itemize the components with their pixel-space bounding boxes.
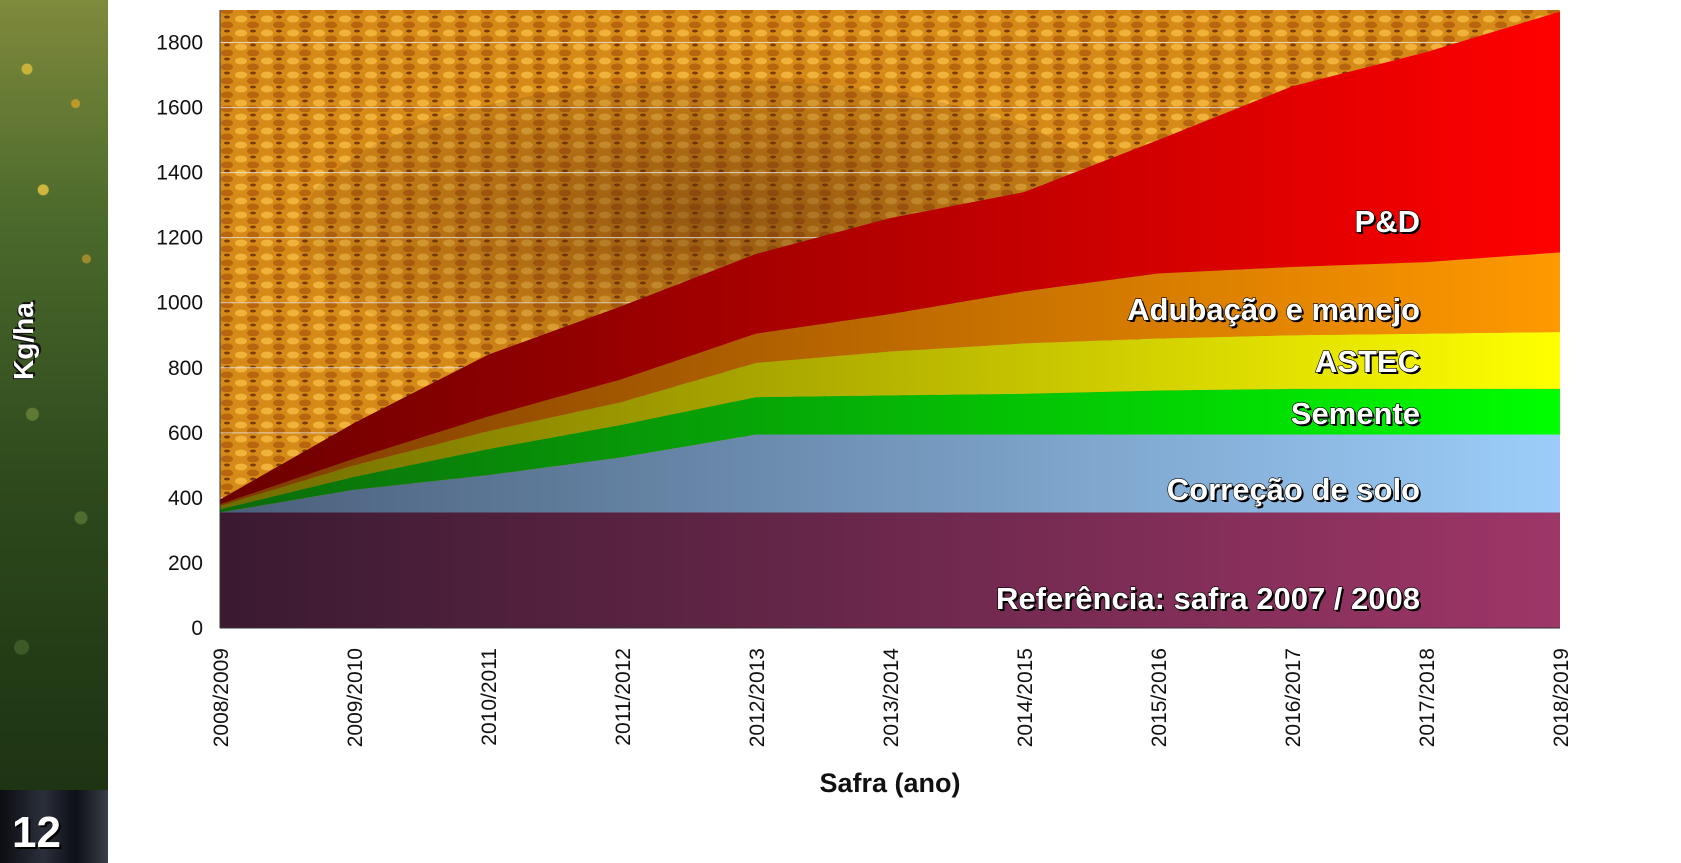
y-tick-label: 1600 (156, 97, 203, 120)
area-series-1 (220, 434, 1560, 513)
series-label-shadow: Referência: safra 2007 / 2008 (998, 583, 1422, 618)
area-series-3 (220, 332, 1560, 510)
area-series-0 (220, 512, 1560, 628)
x-tick-label: 2008/2009 (210, 648, 233, 747)
series-label-shadow: P&D (1357, 206, 1422, 241)
x-tick-label: 2014/2015 (1014, 648, 1037, 747)
x-axis-label: Safra (ano) (819, 768, 961, 798)
y-tick-label: 1800 (156, 32, 203, 55)
series-label: P&D (1355, 204, 1420, 239)
x-tick-label: 2011/2012 (612, 648, 635, 746)
y-tick-label: 600 (168, 422, 203, 445)
series-label-shadow: Correção de solo (1169, 474, 1422, 509)
y-tick-labels: 0 200 400 600 800 1000 1200 1400 1600 1800 (156, 32, 203, 640)
x-tick-label: 2010/2011 (478, 648, 501, 746)
y-tick-label: 0 (191, 617, 203, 640)
series-label: Referência: safra 2007 / 2008 (996, 581, 1420, 616)
axes (219, 10, 1560, 629)
page-number-box: 12 (0, 790, 108, 863)
y-tick-label: 200 (168, 552, 203, 575)
area-series-5 (220, 11, 1560, 505)
x-tick-label: 2009/2010 (344, 648, 367, 747)
series-label-shadow: Semente (1293, 398, 1422, 433)
series-label: ASTEC (1315, 344, 1420, 379)
series-label: Correção de solo (1167, 472, 1420, 507)
y-tick-label: 1000 (156, 292, 203, 315)
area-series (220, 11, 1560, 628)
x-tick-label: 2013/2014 (880, 648, 903, 748)
x-tick-label: 2016/2017 (1282, 648, 1305, 747)
series-labels: Referência: safra 2007 / 2008Referência:… (995, 203, 1422, 618)
y-tick-label: 1400 (156, 162, 203, 185)
area-series-4 (220, 252, 1560, 507)
series-label: Adubação e manejo (1127, 292, 1420, 327)
y-tick-label: 400 (168, 487, 203, 510)
y-tick-label: 800 (168, 357, 203, 380)
background-photo-strip (0, 0, 108, 863)
x-tick-label: 2017/2018 (1416, 648, 1439, 747)
y-tick-label: 1200 (156, 227, 203, 250)
area-series-2 (220, 388, 1560, 513)
x-tick-label: 2018/2019 (1550, 648, 1573, 747)
x-tick-label: 2015/2016 (1148, 648, 1171, 747)
series-label: Semente (1291, 396, 1420, 431)
page-number: 12 (12, 808, 61, 857)
x-tick-labels: 2008/2009 2009/2010 2010/2011 2011/2012 2012… (210, 648, 1573, 748)
series-label-shadow: Adubação e manejo (1129, 294, 1422, 329)
x-tick-label: 2012/2013 (746, 648, 769, 747)
series-label-shadow: ASTEC (1317, 346, 1422, 381)
